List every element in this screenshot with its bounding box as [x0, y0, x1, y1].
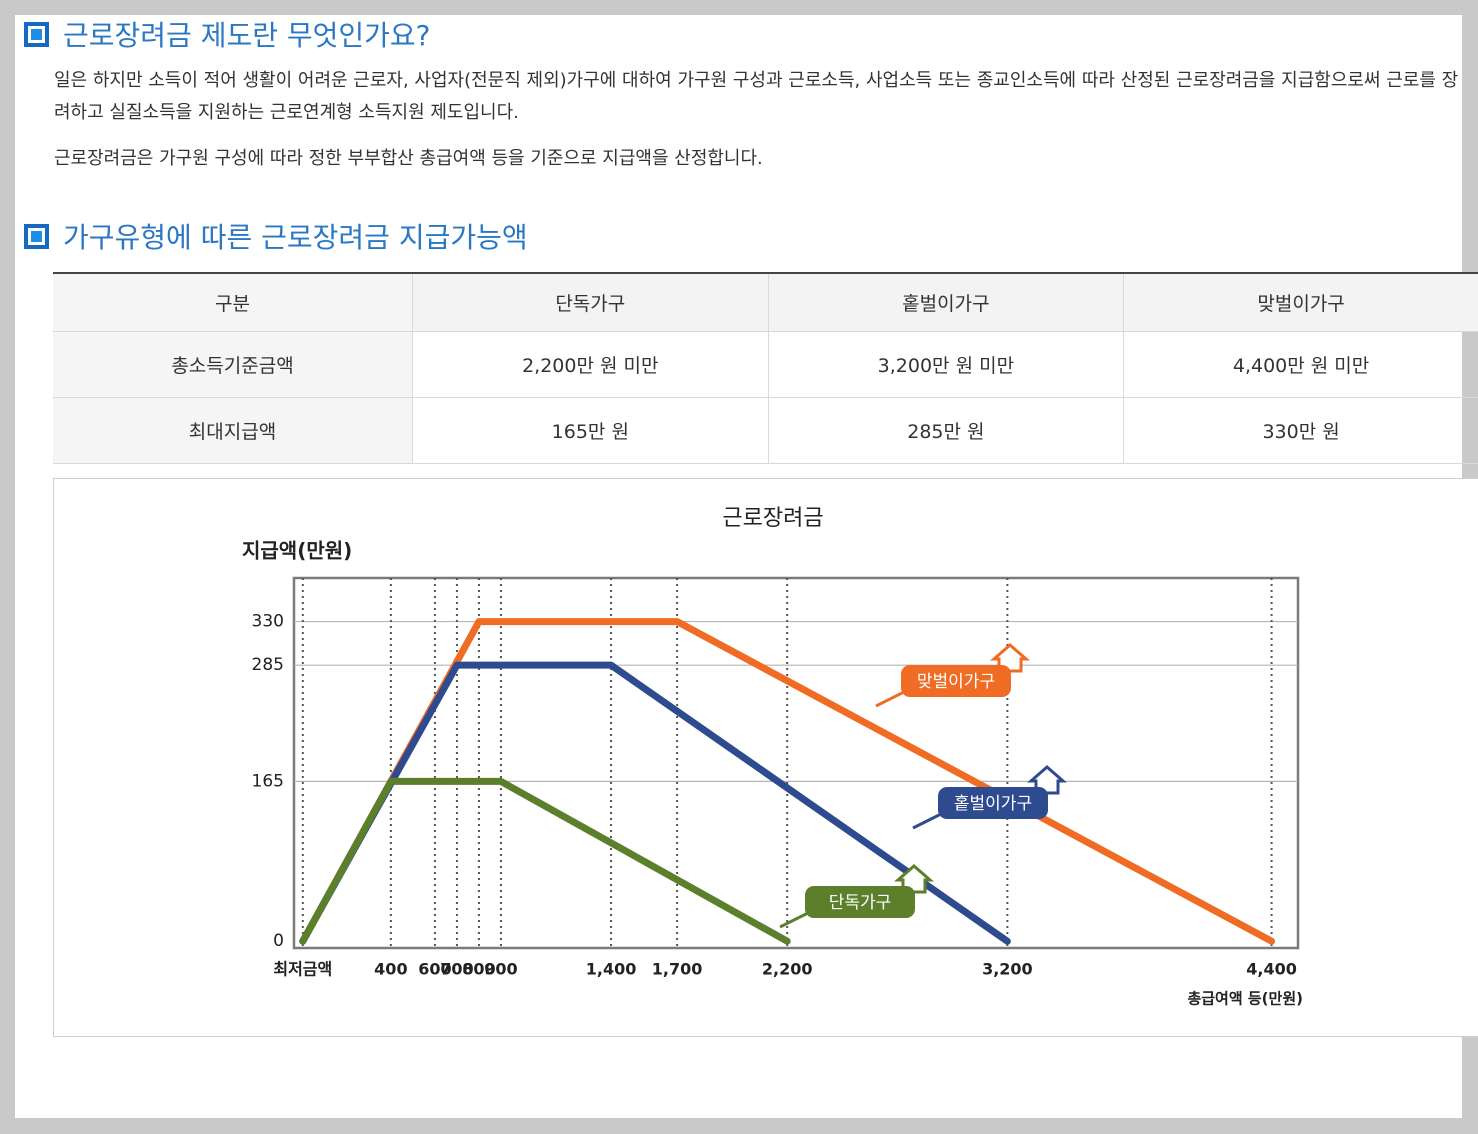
table-cell: 165만 원	[412, 397, 769, 464]
section-heading: 가구유형에 따른 근로장려금 지급가능액	[24, 216, 528, 256]
section-heading: 근로장려금 제도란 무엇인가요?	[24, 14, 431, 54]
paragraph: 근로장려금은 가구원 구성에 따라 정한 부부합산 총급여액 등을 기준으로 지…	[54, 148, 763, 169]
x-tick-label: 1,400	[586, 960, 637, 979]
x-tick-label: 800	[462, 960, 495, 979]
y-tick-label: 285	[252, 655, 284, 675]
house-icon	[1027, 765, 1067, 795]
house-icon	[894, 864, 934, 894]
x-tick-label: 1,700	[652, 960, 703, 979]
heading-icon	[24, 223, 49, 249]
heading-text: 근로장려금 제도란 무엇인가요?	[63, 19, 431, 52]
table-cell: 330만 원	[1123, 397, 1478, 464]
y-tick-label: 165	[252, 771, 284, 791]
heading-text: 가구유형에 따른 근로장려금 지급가능액	[63, 221, 528, 254]
benefit-table: 구분 단독가구 홑벌이가구 맞벌이가구 총소득기준금액 2,200만 원 미만 3,200…	[53, 272, 1478, 464]
x-tick-label: 3,200	[982, 960, 1033, 979]
badge-leader	[875, 689, 907, 708]
table-cell: 2,200만 원 미만	[412, 331, 769, 398]
legend-label: 홑벌이가구	[954, 794, 1032, 814]
legend-label: 맞벌이가구	[917, 672, 995, 692]
badge-box	[805, 886, 915, 918]
header-row: 구분 단독가구 홑벌이가구 맞벌이가구	[53, 272, 1478, 332]
table-body: 총소득기준금액 2,200만 원 미만 3,200만 원 미만 4,400만 원 미만…	[53, 331, 1478, 464]
paragraph: 일은 하지만 소득이 적어 생활이 어려운 근로자, 사업자(전문직 제외)가구…	[54, 70, 1459, 123]
x-tick-label: 600	[418, 960, 451, 979]
series-badge: 단독가구	[779, 864, 934, 929]
badge-box	[901, 665, 1011, 697]
legend-label: 단독가구	[829, 893, 892, 913]
table-head: 구분 단독가구 홑벌이가구 맞벌이가구	[53, 272, 1478, 332]
series-badge: 맞벌이가구	[875, 643, 1030, 708]
table-cell: 4,400만 원 미만	[1123, 331, 1478, 398]
x-tick-label: 900	[484, 960, 517, 979]
x-tick-label: 400	[374, 960, 407, 979]
y-tick-label: 0	[273, 931, 284, 951]
series-line	[299, 777, 791, 945]
table-row: 총소득기준금액 2,200만 원 미만 3,200만 원 미만 4,400만 원 미만	[53, 331, 1478, 398]
x-axis-label: 총급여액 등(만원)	[1187, 990, 1303, 1008]
x-tick-label: 최저금액	[273, 960, 332, 979]
chart-title: 근로장려금	[722, 506, 823, 531]
chart: 근로장려금 지급액(만원) 총급여액 등(만원) 0 165 285 330 최저금액 4…	[242, 506, 1303, 1008]
header-cell: 단독가구	[412, 272, 769, 332]
x-tick-label: 700	[440, 960, 473, 979]
badge-leader	[912, 811, 944, 830]
table-cell: 최대지급액	[53, 397, 413, 464]
heading-icon	[24, 21, 49, 47]
table-row: 최대지급액 165만 원 285만 원 330만 원	[53, 397, 1478, 464]
x-tick-label: 4,400	[1246, 960, 1297, 979]
table-cell: 285만 원	[767, 397, 1124, 464]
badge-leader	[779, 910, 811, 929]
house-icon	[990, 643, 1030, 673]
plot-area	[292, 576, 1300, 950]
x-tick-label: 2,200	[762, 960, 813, 979]
series-badge: 홑벌이가구	[912, 765, 1067, 830]
header-cell: 맞벌이가구	[1123, 272, 1478, 332]
table-cell: 총소득기준금액	[53, 331, 413, 398]
table-cell: 3,200만 원 미만	[767, 331, 1124, 398]
header-cell: 홑벌이가구	[767, 272, 1124, 332]
y-axis-label: 지급액(만원)	[242, 539, 352, 563]
y-tick-label: 330	[252, 612, 284, 632]
badge-box	[938, 787, 1048, 819]
header-cell: 구분	[53, 272, 413, 332]
chart-box: 근로장려금 지급액(만원) 총급여액 등(만원) 0 165 285 330 최저금액 4…	[53, 478, 1478, 1037]
